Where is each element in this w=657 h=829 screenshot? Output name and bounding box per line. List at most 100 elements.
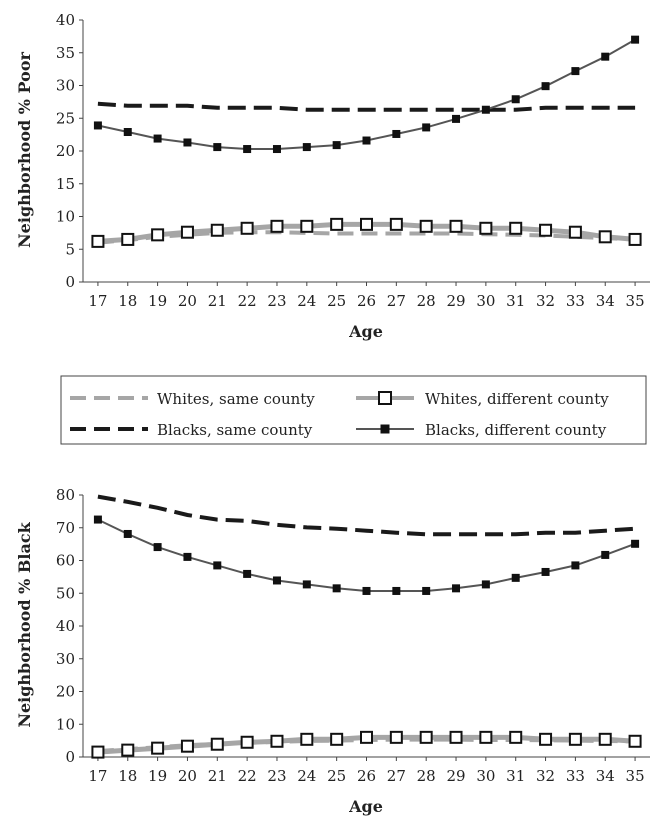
x-tick-label: 28 [417, 292, 436, 310]
x-tick-label: 17 [88, 292, 107, 310]
data-point-blacks-diff [481, 105, 490, 114]
x-tick-label: 28 [417, 767, 436, 785]
data-point-blacks-diff [332, 584, 341, 593]
data-point-whites-diff [479, 730, 493, 744]
x-axis-title-poor: Age [348, 322, 383, 341]
x-tick-label: 17 [88, 767, 107, 785]
data-point-blacks-diff [541, 82, 550, 91]
y-tick-label: 50 [56, 584, 75, 602]
data-point-whites-diff [568, 225, 582, 239]
data-point-whites-diff [121, 743, 135, 757]
data-point-whites-diff [270, 734, 284, 748]
x-tick-label: 20 [178, 292, 197, 310]
data-point-blacks-diff [631, 539, 640, 548]
x-tick-label: 30 [476, 292, 495, 310]
data-point-whites-diff [151, 741, 165, 755]
data-point-whites-diff [389, 217, 403, 231]
data-point-whites-diff [479, 221, 493, 235]
data-point-blacks-diff [243, 569, 252, 578]
y-tick-label: 40 [56, 11, 75, 29]
data-point-blacks-diff [332, 141, 341, 150]
legend-marker-blacks-diff [380, 424, 390, 434]
x-tick-label: 29 [446, 767, 465, 785]
data-point-whites-diff [91, 234, 105, 248]
data-point-whites-diff [509, 221, 523, 235]
data-point-blacks-diff [123, 529, 132, 538]
x-tick-label: 20 [178, 767, 197, 785]
y-axis-title-poor: Neighborhood % Poor [15, 51, 34, 247]
data-point-blacks-diff [452, 114, 461, 123]
legend-label-blacks-same: Blacks, same county [157, 421, 313, 439]
x-axis-title-black: Age [348, 797, 383, 816]
y-tick-label: 10 [56, 208, 75, 226]
data-point-blacks-diff [302, 143, 311, 152]
data-point-blacks-diff [571, 67, 580, 76]
data-point-whites-diff [210, 223, 224, 237]
x-tick-label: 35 [626, 292, 645, 310]
x-tick-label: 25 [327, 292, 346, 310]
data-point-whites-diff [151, 228, 165, 242]
y-tick-label: 30 [56, 650, 75, 668]
x-tick-label: 22 [238, 292, 257, 310]
chart-neighborhood-black: 0 10 20 30 40 50 60 70 80 17 18 19 20 21 22 23 24 25 26 27 2… [15, 486, 650, 816]
y-tick-label: 70 [56, 519, 75, 537]
legend-label-whites-diff: Whites, different county [425, 390, 609, 408]
x-tick-label: 27 [387, 767, 406, 785]
y-tick-label: 40 [56, 617, 75, 635]
data-point-whites-diff [628, 734, 642, 748]
data-point-blacks-diff [481, 580, 490, 589]
data-point-blacks-diff [392, 586, 401, 595]
x-tick-label: 30 [476, 767, 495, 785]
data-point-blacks-diff [213, 143, 222, 152]
data-point-whites-diff [539, 223, 553, 237]
data-point-blacks-diff [601, 550, 610, 559]
y-tick-label: 35 [56, 44, 75, 62]
data-point-whites-diff [240, 735, 254, 749]
data-point-blacks-diff [272, 145, 281, 154]
x-tick-label: 32 [536, 767, 555, 785]
data-point-blacks-diff [422, 123, 431, 132]
data-point-whites-diff [300, 219, 314, 233]
legend-label-blacks-diff: Blacks, different county [425, 421, 607, 439]
data-point-whites-diff [121, 232, 135, 246]
data-point-blacks-diff [183, 138, 192, 147]
x-tick-label: 26 [357, 767, 376, 785]
y-tick-label: 20 [56, 683, 75, 701]
data-point-blacks-diff [93, 515, 102, 524]
data-point-blacks-diff [362, 136, 371, 145]
x-tick-label: 34 [596, 292, 615, 310]
data-point-whites-diff [598, 732, 612, 746]
x-tick-label: 29 [446, 292, 465, 310]
x-tick-label: 27 [387, 292, 406, 310]
data-point-blacks-diff [511, 573, 520, 582]
data-point-blacks-diff [153, 134, 162, 143]
x-tick-label: 32 [536, 292, 555, 310]
y-axis-title-black: Neighborhood % Black [15, 521, 34, 727]
series-line-whites-same [97, 230, 636, 245]
x-tick-label: 22 [238, 767, 257, 785]
data-point-whites-diff [449, 219, 463, 233]
data-point-whites-diff [628, 232, 642, 246]
x-tick-label: 23 [267, 767, 286, 785]
x-tick-label: 31 [506, 292, 525, 310]
data-point-whites-diff [389, 730, 403, 744]
x-tick-label: 26 [357, 292, 376, 310]
data-point-whites-diff [419, 219, 433, 233]
data-point-whites-diff [180, 739, 194, 753]
data-point-blacks-diff [123, 128, 132, 137]
data-point-whites-diff [539, 732, 553, 746]
series-line-blacks-same [97, 101, 636, 112]
data-point-whites-diff [330, 732, 344, 746]
x-tick-label: 34 [596, 767, 615, 785]
y-tick-label: 10 [56, 715, 75, 733]
x-tick-label: 18 [118, 767, 137, 785]
y-tick-label: 60 [56, 552, 75, 570]
data-point-blacks-diff [243, 145, 252, 154]
x-tick-label: 18 [118, 292, 137, 310]
data-point-blacks-diff [153, 543, 162, 552]
data-point-blacks-diff [541, 567, 550, 576]
data-point-whites-diff [240, 221, 254, 235]
y-tick-label: 0 [65, 273, 75, 291]
